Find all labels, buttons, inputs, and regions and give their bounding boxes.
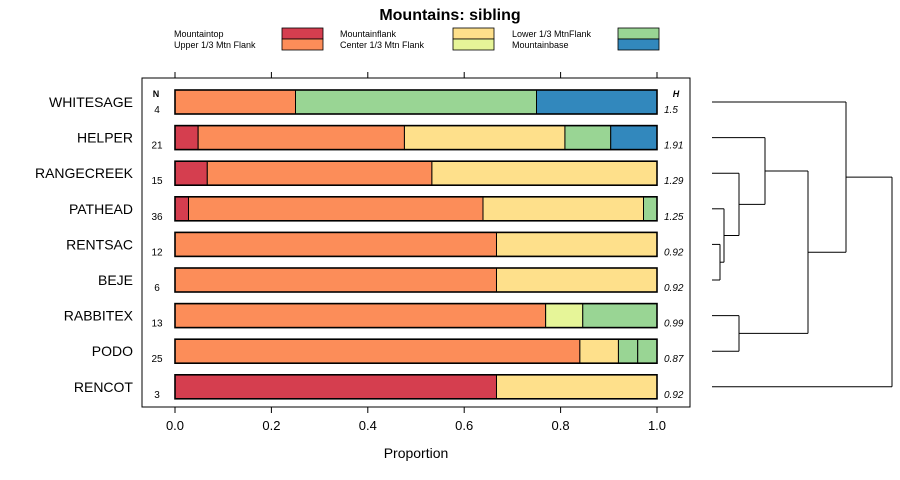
row-n-value: 4 [154, 105, 160, 116]
bar-segment [582, 303, 658, 329]
bar-segment [495, 231, 658, 257]
bar-outline [174, 338, 658, 365]
bar-outline [174, 89, 658, 115]
x-tick-label: 0.2 [262, 418, 280, 433]
legend-label: Center 1/3 Mtn Flank [340, 40, 425, 50]
plot-frame [141, 77, 691, 408]
row-n-value: 25 [151, 354, 163, 365]
row-n-value: 3 [154, 390, 160, 401]
legend-label: Upper 1/3 Mtn Flank [174, 40, 256, 50]
row-h-value: 1.91 [664, 141, 683, 152]
bar-segment [403, 125, 566, 151]
legend-swatch [281, 27, 324, 40]
row-label: WHITESAGE [49, 94, 133, 110]
x-tick-label: 0.8 [552, 418, 570, 433]
x-tick-label: 0.0 [166, 418, 184, 433]
legend-swatch [452, 38, 495, 51]
bar-segment [174, 160, 208, 186]
bar-segment [536, 89, 658, 115]
x-tick-label: 0.4 [359, 418, 377, 433]
legend-swatch [281, 38, 324, 51]
legend-label: Lower 1/3 MtnFlank [512, 29, 592, 39]
bars-group: WHITESAGE 4 1.5 HELPER 21 1.91 RANGECREEK 15 1.2… [35, 89, 684, 401]
bar-segment [643, 196, 658, 222]
x-tick-label: 1.0 [648, 418, 666, 433]
bar-segment [174, 89, 296, 115]
row-n-value: 12 [151, 247, 163, 258]
row-h-value: 0.87 [664, 354, 684, 365]
bar-segment [174, 231, 497, 257]
bar-segment [174, 303, 547, 329]
bar-segment [174, 338, 581, 364]
legend-label: Mountainflank [340, 29, 397, 39]
row-h-value: 1.29 [664, 176, 684, 187]
row-h-value: 0.99 [664, 319, 684, 330]
n-column-header: N [153, 89, 160, 99]
bar-segment [482, 196, 645, 222]
bar-segment [174, 374, 497, 400]
bar-outline [174, 160, 658, 186]
row-h-value: 0.92 [664, 390, 684, 401]
bar-segment [637, 338, 658, 364]
x-axis: 0.0 0.2 0.4 0.6 0.8 1.0 [166, 72, 666, 433]
row-h-value: 0.92 [664, 283, 684, 294]
bar-segment [295, 89, 537, 115]
legend-swatch [617, 27, 660, 40]
dendrogram [712, 101, 893, 388]
x-tick-label: 0.6 [455, 418, 473, 433]
legend-swatch [617, 38, 660, 51]
legend-label: Mountaintop [174, 29, 224, 39]
legend-swatch [452, 27, 495, 40]
bar-outline [174, 124, 658, 151]
bar-segment [610, 125, 658, 151]
row-label: RENTSAC [66, 236, 133, 252]
bar-segment [187, 196, 484, 222]
row-label: PATHEAD [69, 201, 133, 217]
bar-segment [206, 160, 433, 186]
bar-segment [545, 303, 584, 329]
row-n-value: 15 [151, 176, 163, 187]
row-label: BEJE [98, 272, 133, 288]
row-n-value: 36 [151, 212, 163, 223]
bar-segment [197, 125, 405, 151]
bar-segment [579, 338, 619, 364]
bar-segment [495, 267, 658, 293]
bar-segment [174, 196, 189, 222]
bar-segment [431, 160, 658, 186]
row-label: RENCOT [74, 379, 134, 395]
bar-segment [495, 374, 658, 400]
legend-label: Mountainbase [512, 40, 569, 50]
row-label: RABBITEX [64, 308, 134, 324]
bar-outline [174, 302, 658, 329]
row-label: RANGECREEK [35, 165, 134, 181]
row-h-value: 0.92 [664, 247, 684, 258]
row-h-value: 1.25 [664, 212, 684, 223]
row-n-value: 21 [151, 141, 163, 152]
bar-segment [174, 125, 199, 151]
bar-segment [174, 267, 497, 293]
bar-outline [174, 231, 658, 258]
chart-title: Mountains: sibling [379, 7, 520, 24]
row-n-value: 13 [151, 319, 163, 330]
h-column-header: H [673, 89, 680, 99]
bar-segment [564, 125, 612, 151]
bar-outline [174, 267, 658, 293]
row-n-value: 6 [154, 283, 160, 294]
row-label: HELPER [77, 130, 133, 146]
bar-segment [617, 338, 639, 364]
bar-outline [174, 373, 658, 400]
row-h-value: 1.5 [664, 105, 678, 116]
x-axis-label: Proportion [384, 445, 449, 461]
row-label: PODO [92, 343, 133, 359]
bar-outline [174, 196, 658, 222]
